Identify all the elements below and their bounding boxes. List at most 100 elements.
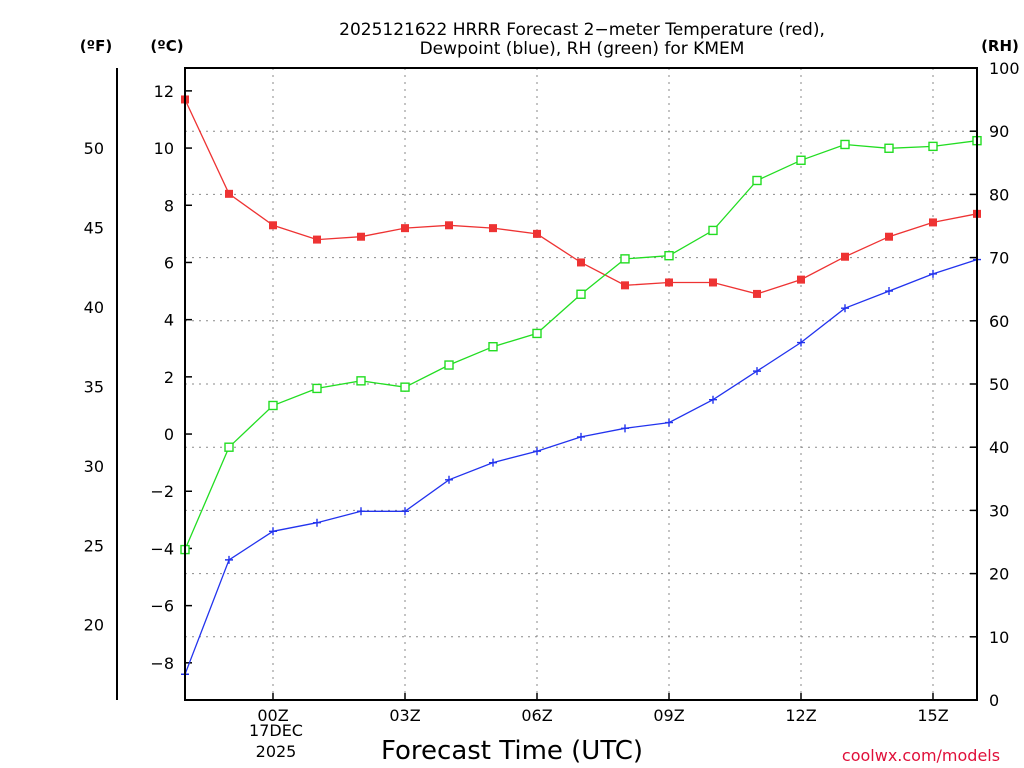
x-tick-label: 12Z bbox=[785, 706, 816, 725]
rh-series-line bbox=[184, 140, 978, 550]
axis-layer: 00Z 03Z 06Z 09Z 12Z 15Z0102030405060708090100… bbox=[84, 59, 1020, 725]
rh-tick-label: 50 bbox=[989, 375, 1009, 394]
dewpoint-point bbox=[929, 269, 937, 278]
celsius-tick-label: 10 bbox=[154, 139, 174, 158]
x-tick-label: 00Z bbox=[257, 706, 288, 725]
temperature-point bbox=[489, 224, 497, 233]
x-tick-label: 03Z bbox=[389, 706, 420, 725]
dewpoint-point bbox=[753, 367, 761, 376]
x-tick-label: 09Z bbox=[653, 706, 684, 725]
fahrenheit-tick-label: 20 bbox=[84, 616, 104, 635]
fahrenheit-tick-label: 40 bbox=[84, 298, 104, 317]
celsius-tick-label: 8 bbox=[164, 196, 174, 215]
rh-tick-label: 100 bbox=[989, 59, 1020, 78]
dewpoint-point bbox=[621, 424, 629, 433]
dewpoint-point bbox=[269, 527, 277, 536]
rh-point bbox=[532, 328, 542, 339]
temperature-point bbox=[533, 229, 541, 238]
rh-point bbox=[708, 225, 718, 236]
temperature-point bbox=[885, 232, 893, 241]
fahrenheit-tick-label: 25 bbox=[84, 536, 104, 555]
rh-point bbox=[444, 360, 454, 370]
temperature-point bbox=[841, 252, 849, 261]
rh-point bbox=[312, 383, 322, 394]
rh-tick-label: 20 bbox=[989, 565, 1009, 584]
rh-tick-label: 90 bbox=[989, 122, 1009, 141]
fahrenheit-tick-label: 45 bbox=[84, 219, 104, 238]
date-label-day: 17DEC bbox=[249, 721, 303, 740]
celsius-unit-label: (ºC) bbox=[150, 37, 183, 55]
celsius-tick-label: 12 bbox=[154, 82, 174, 101]
dewpoint-series-line bbox=[184, 258, 978, 675]
rh-point bbox=[576, 289, 586, 299]
rh-tick-label: 60 bbox=[989, 312, 1009, 331]
temperature-point bbox=[577, 258, 585, 267]
plot-frame bbox=[184, 67, 978, 701]
rh-point bbox=[400, 382, 410, 392]
temperature-point bbox=[225, 189, 233, 198]
rh-tick-label: 10 bbox=[989, 628, 1009, 647]
dewpoint-point bbox=[885, 287, 893, 296]
rh-tick-label: 40 bbox=[989, 438, 1009, 457]
dewpoint-point bbox=[797, 338, 805, 347]
credit-label: coolwx.com/models bbox=[842, 746, 1000, 765]
temperature-point bbox=[401, 224, 409, 233]
x-tick-label: 15Z bbox=[917, 706, 948, 725]
fahrenheit-tick-label: 35 bbox=[84, 377, 104, 396]
celsius-tick-label: −2 bbox=[150, 482, 174, 501]
temperature-point bbox=[621, 281, 629, 290]
rh-tick-label: 0 bbox=[989, 691, 999, 710]
rh-point bbox=[224, 442, 234, 452]
temperature-point bbox=[665, 278, 673, 287]
celsius-tick-label: −6 bbox=[150, 597, 174, 616]
series-layer bbox=[180, 95, 982, 679]
temperature-point bbox=[313, 235, 321, 244]
temperature-point bbox=[753, 289, 761, 298]
rh-point bbox=[752, 175, 762, 186]
grid-layer bbox=[185, 68, 977, 700]
rh-point bbox=[664, 251, 674, 261]
rh-point bbox=[620, 254, 630, 264]
chart-title-line2: Dewpoint (blue), RH (green) for KMEM bbox=[420, 39, 745, 59]
dewpoint-point bbox=[225, 555, 233, 564]
fahrenheit-tick-label: 30 bbox=[84, 457, 104, 476]
rh-point bbox=[488, 342, 498, 352]
temperature-point bbox=[797, 275, 805, 284]
fahrenheit-tick-label: 50 bbox=[84, 139, 104, 158]
dewpoint-point bbox=[665, 418, 673, 427]
dewpoint-point bbox=[401, 507, 409, 516]
rh-tick-label: 70 bbox=[989, 249, 1009, 268]
dewpoint-point bbox=[357, 507, 365, 516]
rh-point bbox=[356, 376, 366, 386]
temperature-point bbox=[357, 232, 365, 241]
rh-point bbox=[884, 143, 894, 153]
dewpoint-point bbox=[445, 475, 453, 484]
rh-tick-label: 80 bbox=[989, 185, 1009, 204]
dewpoint-point bbox=[489, 458, 497, 467]
temperature-point bbox=[929, 218, 937, 227]
dewpoint-point bbox=[709, 395, 717, 404]
x-tick-label: 06Z bbox=[521, 706, 552, 725]
temperature-point bbox=[269, 221, 277, 230]
rh-point bbox=[796, 155, 806, 165]
celsius-tick-label: 6 bbox=[164, 253, 174, 272]
celsius-tick-label: 2 bbox=[164, 368, 174, 387]
x-axis-label: Forecast Time (UTC) bbox=[381, 736, 643, 766]
dewpoint-point bbox=[841, 304, 849, 313]
rh-point bbox=[268, 400, 278, 411]
fahrenheit-unit-label: (ºF) bbox=[80, 37, 112, 55]
rh-point bbox=[928, 141, 938, 152]
chart-title-line1: 2025121622 HRRR Forecast 2−meter Tempera… bbox=[339, 20, 825, 40]
dewpoint-point bbox=[533, 447, 541, 456]
temperature-point bbox=[445, 221, 453, 230]
dewpoint-point bbox=[313, 518, 321, 527]
date-label-year: 2025 bbox=[256, 742, 297, 761]
celsius-tick-label: 0 bbox=[164, 425, 174, 444]
celsius-tick-label: −4 bbox=[150, 539, 174, 558]
celsius-tick-label: −8 bbox=[150, 654, 174, 673]
rh-point bbox=[840, 139, 850, 150]
celsius-tick-label: 4 bbox=[164, 311, 174, 330]
rh-tick-label: 30 bbox=[989, 501, 1009, 520]
rh-unit-label: (RH) bbox=[981, 37, 1019, 55]
